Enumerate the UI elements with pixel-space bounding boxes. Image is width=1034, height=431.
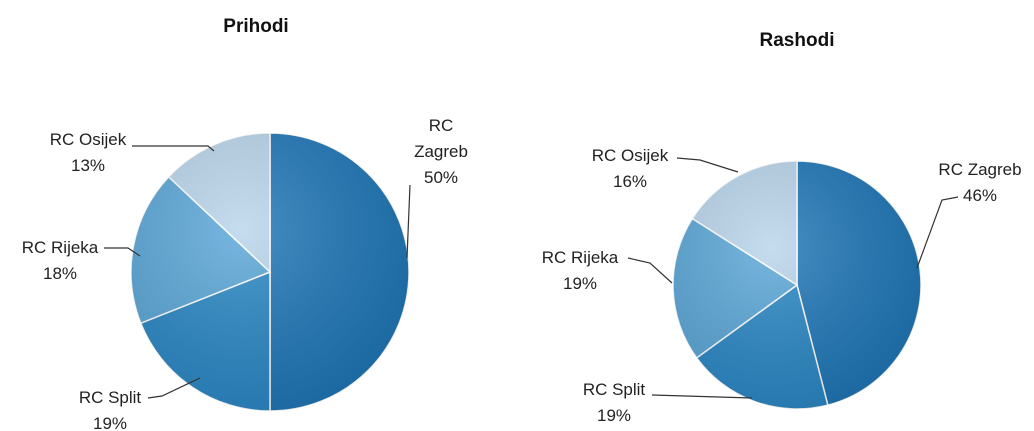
slice-value: 13% bbox=[70, 156, 106, 175]
leader-line bbox=[147, 377, 201, 399]
slice-value: 50% bbox=[423, 168, 459, 187]
slice-value: 46% bbox=[962, 186, 998, 205]
slice-value: 19% bbox=[562, 274, 598, 293]
slice-name: RC Osijek bbox=[591, 146, 669, 165]
slice-name: RC Zagreb bbox=[938, 160, 1022, 179]
leader-line bbox=[916, 196, 959, 269]
slice-value: 19% bbox=[596, 406, 632, 425]
slice-value: 19% bbox=[92, 414, 128, 431]
slice-label: RC Zagreb 46% bbox=[920, 157, 1034, 209]
slice-label: RC Rijeka 19% bbox=[530, 245, 630, 297]
slice-label: RC Split 19% bbox=[60, 385, 160, 431]
pie-slice bbox=[269, 132, 410, 412]
leader-line bbox=[676, 157, 739, 173]
leader-line bbox=[406, 184, 411, 259]
chart-title: Prihodi bbox=[223, 16, 289, 37]
slice-name: RC Rijeka bbox=[541, 248, 619, 267]
leader-line bbox=[651, 394, 753, 399]
slice-label: RC Zagreb 50% bbox=[411, 113, 471, 191]
slice-name: RC Osijek bbox=[49, 130, 127, 149]
slice-label: RC Osijek 16% bbox=[575, 143, 685, 195]
leader-line bbox=[104, 247, 141, 257]
slice-name: RC Split bbox=[78, 388, 142, 407]
slice-label: RC Split 19% bbox=[564, 377, 664, 429]
leader-line bbox=[627, 257, 673, 284]
slice-label: RC Osijek 13% bbox=[33, 127, 143, 179]
leader-line bbox=[132, 145, 215, 152]
chart-title: Rashodi bbox=[759, 30, 835, 51]
slice-name: RC Rijeka bbox=[21, 238, 99, 257]
slice-label: RC Rijeka 18% bbox=[10, 235, 110, 287]
slice-value: 18% bbox=[42, 264, 78, 283]
slice-value: 16% bbox=[612, 172, 648, 191]
slice-name: RC Split bbox=[582, 380, 646, 399]
slice-name: RC Zagreb bbox=[414, 116, 468, 161]
